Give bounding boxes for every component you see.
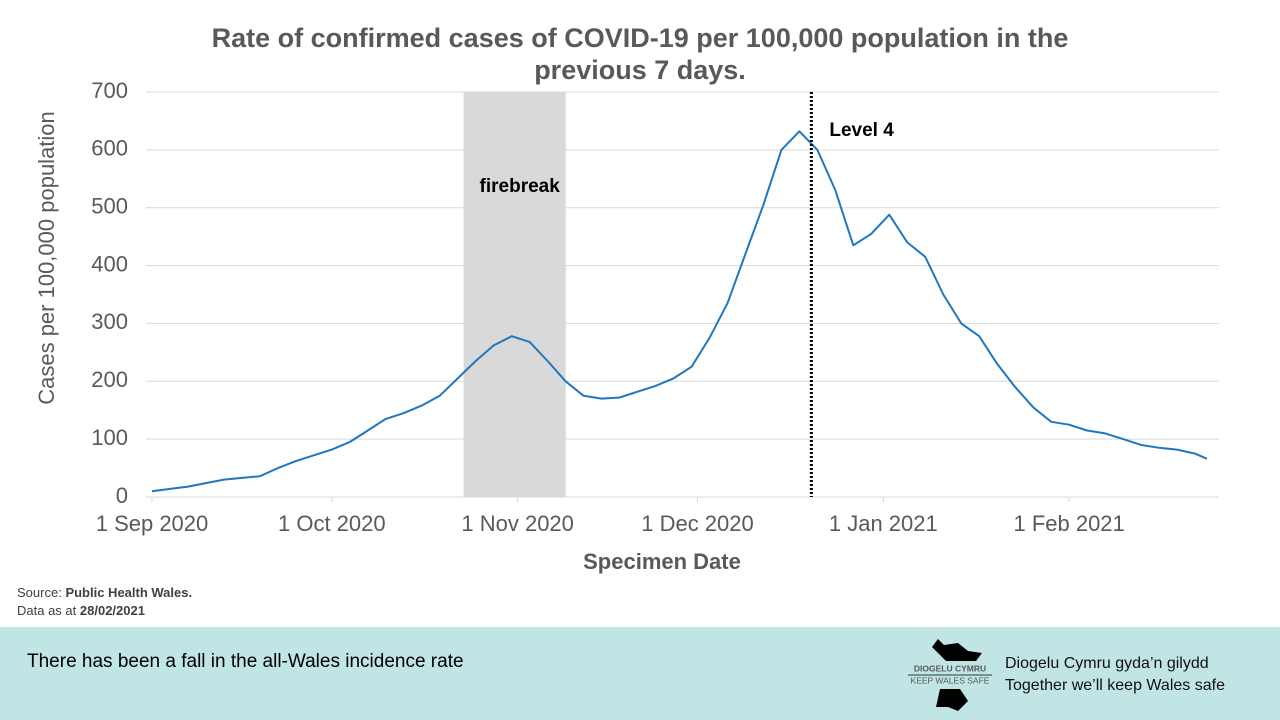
y-tick-label: 700 [91,78,128,103]
source: Source: Public Health Wales. [17,585,192,600]
data-line [151,130,1208,493]
logo-top: DIOGELU CYMRU [914,663,986,673]
vertical-marker-label: Level 4 [829,120,894,141]
source-label: Source: [17,585,62,600]
tagline-welsh: Diogelu Cymru gyda’n gilydd [1005,655,1209,672]
y-tick-label: 300 [91,309,128,334]
logo-wales [936,689,968,711]
x-tick-label: 1 Oct 2020 [278,511,386,536]
x-tick-label: 1 Sep 2020 [96,511,209,536]
chart-title: Rate of confirmed cases of COVID-19 per … [211,23,1069,85]
y-tick-label: 500 [91,194,128,219]
x-tick-label: 1 Dec 2020 [641,511,754,536]
y-tick-label: 600 [91,136,128,161]
x-tick-label: 1 Nov 2020 [461,511,574,536]
chart: 0 100 200 300 400 500 600 700 firebreak 1 Sep 202… [34,78,1219,574]
x-tick-label: 1 Jan 2021 [829,511,938,536]
footer: There has been a fall in the all-Wales i… [0,627,1280,720]
data-date: Data as at 28/02/2021 [17,603,145,618]
y-axis-title: Cases per 100,000 population [34,111,59,405]
y-tick-label: 200 [91,367,128,392]
x-tick-label: 1 Feb 2021 [1013,511,1124,536]
logo-dragon [932,639,982,661]
data-date-label: Data as at [17,603,77,618]
shaded-period-label: firebreak [480,176,561,197]
x-axis-title: Specimen Date [583,549,741,574]
data-date-value: 28/02/2021 [79,603,145,618]
logo: DIOGELU CYMRU KEEP WALES SAFE [908,639,992,711]
y-tick-label: 100 [91,425,128,450]
footnote: There has been a fall in the all-Wales i… [27,651,464,672]
y-tick-label: 400 [91,251,128,276]
source-value: Public Health Wales. [65,585,193,600]
logo-bottom: KEEP WALES SAFE [911,675,990,685]
shaded-period-overlay [463,92,566,497]
tagline-english: Together we’ll keep Wales safe [1005,677,1225,694]
y-tick-label: 0 [116,483,128,508]
